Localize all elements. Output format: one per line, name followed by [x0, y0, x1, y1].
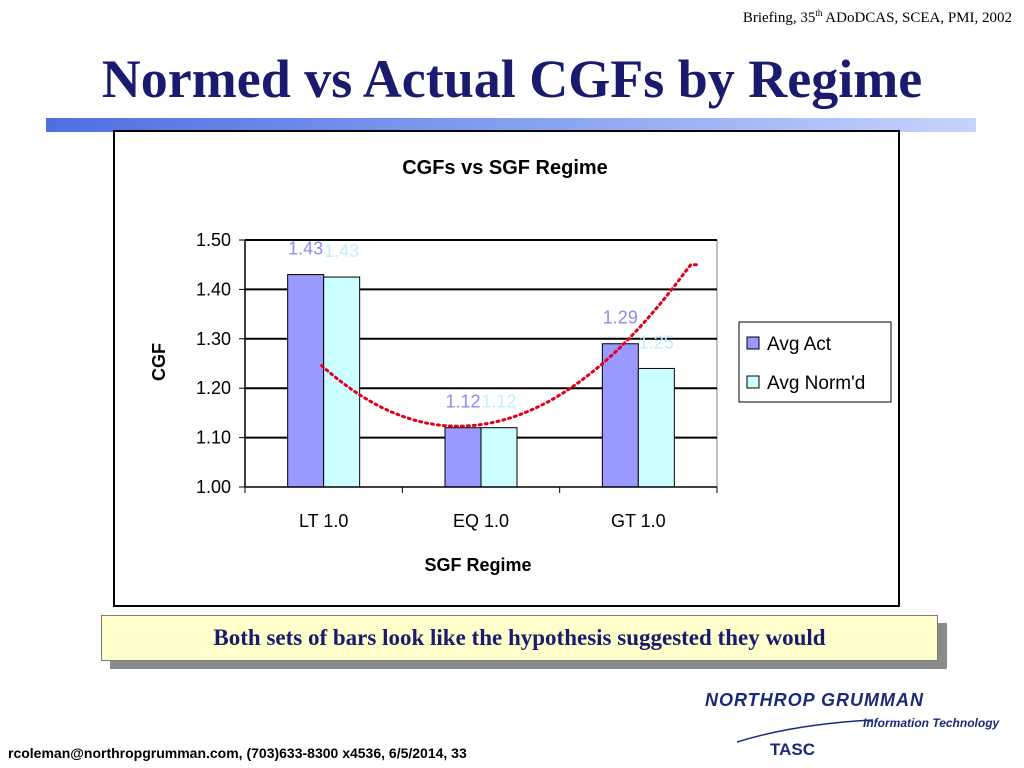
y-tick-label: 1.50	[196, 230, 231, 250]
x-tick-label: LT 1.0	[299, 511, 348, 531]
x-axis-label: SGF Regime	[424, 555, 531, 575]
data-label: 1.25	[639, 332, 674, 352]
briefing-reference: Briefing, 35th ADoDCAS, SCEA, PMI, 2002	[742, 8, 1012, 26]
bar-avg-norm-d-eq-1-0	[480, 427, 518, 488]
logo-swoosh-icon	[736, 719, 874, 743]
bar-chart: CGFs vs SGF Regime 1.00 1.10 1.20 1.30 1.40 1…	[149, 157, 892, 575]
legend-label-avg-normd: Avg Norm'd	[767, 373, 865, 394]
legend-box	[738, 321, 892, 403]
bar-avg-act-gt-1-0	[601, 343, 639, 488]
bar-avg-act-lt-1-0	[287, 274, 325, 488]
y-tick-label: 1.00	[196, 477, 231, 497]
legend-swatch-avg-act	[746, 336, 760, 350]
chart-legend: Avg Act Avg Norm'd	[738, 321, 892, 403]
legend-label-avg-act: Avg Act	[767, 334, 832, 355]
trend-curve	[320, 263, 700, 428]
bar-avg-act-eq-1-0	[444, 427, 482, 488]
data-label: 1.12	[481, 392, 516, 412]
y-axis-label: CGF	[149, 343, 169, 381]
title-underline	[46, 118, 976, 132]
bar-avg-norm-d-gt-1-0	[637, 367, 675, 488]
chart-title: CGFs vs SGF Regime	[402, 157, 608, 179]
slide-title: Normed vs Actual CGFs by Regime	[101, 49, 923, 109]
y-tick-label: 1.10	[196, 428, 231, 448]
y-tick-label: 1.30	[196, 329, 231, 349]
northrop-grumman-logo: NORTHROP GRUMMAN Information Technology	[705, 690, 1015, 743]
legend-swatch-avg-normd	[746, 375, 760, 389]
y-tick-label: 1.40	[196, 279, 231, 299]
data-label: 1.12	[445, 392, 480, 412]
footer-contact: rcoleman@northropgrumman.com, (703)633-8…	[8, 745, 467, 761]
tasc-label: TASC	[770, 740, 816, 759]
data-label: 1.29	[603, 308, 638, 328]
logo-subtitle: Information Technology	[863, 716, 1000, 730]
data-label: 1.43	[288, 239, 323, 259]
logo-company-name: NORTHROP GRUMMAN	[705, 690, 924, 710]
caption-box: Both sets of bars look like the hypothes…	[101, 615, 938, 661]
data-label: 1.43	[324, 241, 359, 261]
x-tick-label: EQ 1.0	[453, 511, 509, 531]
y-tick-label: 1.20	[196, 378, 231, 398]
x-tick-label: GT 1.0	[611, 511, 666, 531]
